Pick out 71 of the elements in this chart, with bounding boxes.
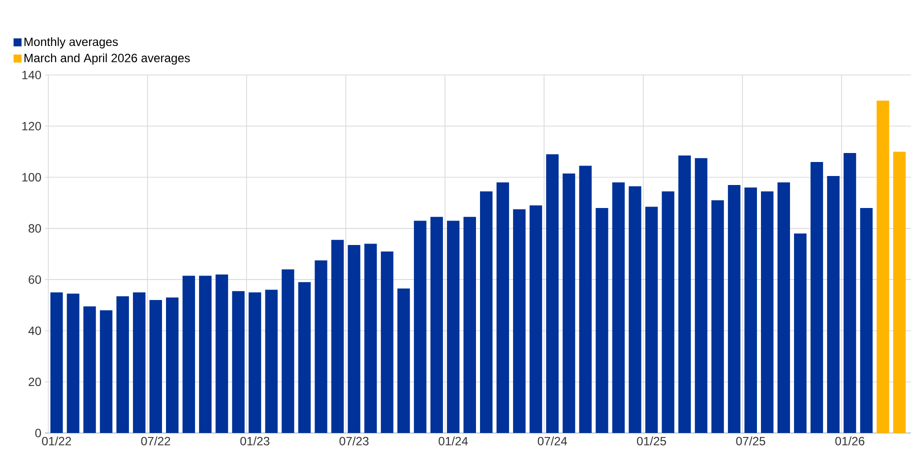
bar <box>794 234 807 433</box>
legend-label: Monthly averages <box>24 37 118 48</box>
x-tick-label: 07/24 <box>538 436 568 446</box>
bar <box>116 296 129 433</box>
x-tick-label: 01/23 <box>240 436 270 446</box>
bar <box>314 260 328 433</box>
bar <box>546 154 559 433</box>
x-tick-label: 01/25 <box>636 436 666 446</box>
bar <box>348 245 360 433</box>
bar <box>414 220 426 433</box>
bar <box>66 294 80 433</box>
bar <box>166 297 179 433</box>
bar <box>232 291 245 433</box>
bar <box>182 276 196 433</box>
bar <box>662 191 674 433</box>
bar <box>876 100 890 433</box>
bar <box>199 276 212 433</box>
y-tick-label: 80 <box>28 224 42 233</box>
bar <box>760 191 774 433</box>
bar <box>132 292 146 433</box>
y-tick-label: 140 <box>22 70 41 80</box>
bar <box>446 220 460 433</box>
bar <box>480 191 493 433</box>
bar <box>513 209 526 433</box>
bar <box>298 282 311 433</box>
bar <box>83 306 96 433</box>
bar <box>265 290 278 433</box>
y-tick-label: 20 <box>28 378 42 386</box>
bar <box>628 186 642 433</box>
bar <box>860 208 873 433</box>
bar <box>612 182 625 433</box>
bar <box>282 269 294 433</box>
bar <box>248 292 262 433</box>
bar <box>562 173 576 433</box>
x-tick-label: 01/24 <box>438 436 468 446</box>
bar <box>380 251 394 433</box>
y-tick-label: 0 <box>35 428 42 438</box>
bar <box>149 300 162 433</box>
bar <box>778 182 790 433</box>
x-tick-label: 01/26 <box>835 436 864 446</box>
bar <box>100 310 112 433</box>
bar <box>331 240 344 433</box>
bar <box>744 188 757 433</box>
y-tick-label: 100 <box>22 173 41 182</box>
bar <box>711 200 724 433</box>
legend-label: March and April 2026 averages <box>24 53 190 65</box>
bar <box>694 158 708 433</box>
x-tick-label: 01/22 <box>42 436 71 446</box>
bar <box>810 162 824 433</box>
bar <box>50 292 63 433</box>
bar <box>496 182 510 433</box>
x-tick-label: 07/23 <box>340 436 369 446</box>
bar <box>596 208 608 433</box>
bar <box>827 176 840 433</box>
y-tick-label: 120 <box>22 122 41 130</box>
bar <box>844 152 856 433</box>
bar <box>893 152 906 433</box>
bar <box>463 216 476 433</box>
bar <box>579 166 592 433</box>
bar <box>645 206 658 433</box>
y-tick-label: 60 <box>28 275 42 284</box>
bar <box>678 156 691 433</box>
bar <box>728 184 740 433</box>
bar <box>397 288 410 433</box>
x-tick-label: 07/22 <box>141 436 170 446</box>
bar <box>430 216 443 433</box>
bar <box>216 274 228 433</box>
bar <box>364 244 377 433</box>
x-tick-label: 07/25 <box>736 436 766 446</box>
bar <box>530 205 542 433</box>
y-tick-label: 40 <box>28 326 42 335</box>
